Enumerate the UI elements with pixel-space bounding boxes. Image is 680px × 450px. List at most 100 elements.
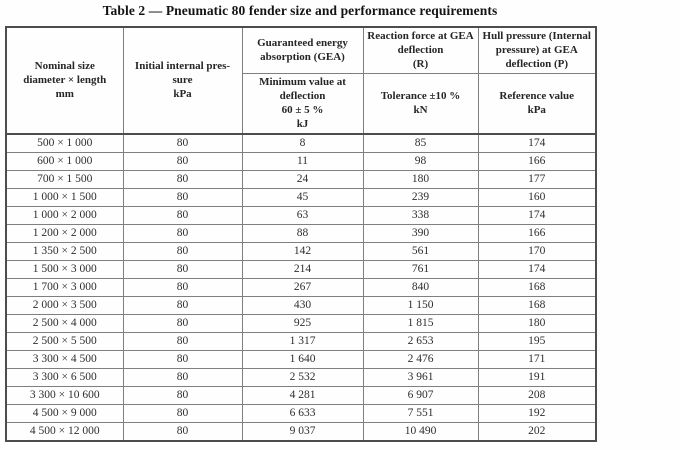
cell-reaction-force: 6 907 (362, 386, 479, 406)
cell-reaction-force: 761 (362, 260, 479, 280)
cell-gea-value: 430 (241, 296, 364, 316)
table-body: 500 × 1 000 80 8 85 174 600 × 1 000 80 1… (5, 133, 597, 442)
cell-nominal-size: 1 350 × 2 500 (5, 242, 124, 262)
cell-reaction-force: 390 (362, 224, 479, 244)
cell-nominal-size: 4 500 × 12 000 (5, 422, 124, 442)
cell-reaction-force: 561 (362, 242, 479, 262)
cell-hull-pressure: 171 (477, 350, 597, 370)
cell-hull-pressure: 174 (477, 133, 597, 154)
table-row: 1 350 × 2 500 80 142 561 170 (5, 242, 597, 262)
cell-reaction-force: 338 (362, 206, 479, 226)
cell-gea-value: 88 (241, 224, 364, 244)
cell-reaction-force: 3 961 (362, 368, 479, 388)
cell-initial-pressure: 80 (122, 170, 243, 190)
cell-nominal-size: 2 500 × 4 000 (5, 314, 124, 334)
cell-nominal-size: 700 × 1 500 (5, 170, 124, 190)
cell-initial-pressure: 80 (122, 260, 243, 280)
cell-reaction-force: 98 (362, 152, 479, 172)
cell-initial-pressure: 80 (122, 242, 243, 262)
cell-reaction-force: 2 653 (362, 332, 479, 352)
cell-nominal-size: 2 000 × 3 500 (5, 296, 124, 316)
header-nominal-size: Nominal size diameter × length mm (5, 26, 124, 135)
cell-gea-value: 11 (241, 152, 364, 172)
cell-initial-pressure: 80 (122, 350, 243, 370)
cell-reaction-force: 1 150 (362, 296, 479, 316)
cell-initial-pressure: 80 (122, 188, 243, 208)
table-row: 3 300 × 4 500 80 1 640 2 476 171 (5, 350, 597, 370)
cell-initial-pressure: 80 (122, 422, 243, 442)
cell-nominal-size: 1 000 × 1 500 (5, 188, 124, 208)
cell-nominal-size: 1 500 × 3 000 (5, 260, 124, 280)
cell-initial-pressure: 80 (122, 278, 243, 298)
cell-gea-value: 9 037 (241, 422, 364, 442)
cell-reaction-force: 1 815 (362, 314, 479, 334)
cell-nominal-size: 4 500 × 9 000 (5, 404, 124, 424)
cell-nominal-size: 600 × 1 000 (5, 152, 124, 172)
cell-hull-pressure: 160 (477, 188, 597, 208)
cell-hull-pressure: 168 (477, 296, 597, 316)
cell-gea-value: 1 317 (241, 332, 364, 352)
cell-gea-value: 2 532 (241, 368, 364, 388)
cell-reaction-force: 180 (362, 170, 479, 190)
cell-initial-pressure: 80 (122, 404, 243, 424)
cell-hull-pressure: 166 (477, 152, 597, 172)
cell-initial-pressure: 80 (122, 296, 243, 316)
cell-gea-value: 24 (241, 170, 364, 190)
cell-initial-pressure: 80 (122, 206, 243, 226)
header-gea: Guaranteed energy absorption (GEA) (241, 26, 364, 75)
cell-hull-pressure: 174 (477, 206, 597, 226)
header-hull-subvalue: Reference value kPa (477, 73, 597, 135)
table-row: 500 × 1 000 80 8 85 174 (5, 133, 597, 154)
header-row-top: Nominal size diameter × length mm Initia… (5, 26, 597, 135)
table-row: 2 000 × 3 500 80 430 1 150 168 (5, 296, 597, 316)
cell-hull-pressure: 168 (477, 278, 597, 298)
cell-nominal-size: 3 300 × 6 500 (5, 368, 124, 388)
header-hull-pressure: Hull pressure (Internal pressure) at GEA… (477, 26, 597, 75)
table-row: 4 500 × 9 000 80 6 633 7 551 192 (5, 404, 597, 424)
cell-hull-pressure: 202 (477, 422, 597, 442)
table-row: 3 300 × 10 600 80 4 281 6 907 208 (5, 386, 597, 406)
cell-hull-pressure: 170 (477, 242, 597, 262)
cell-reaction-force: 840 (362, 278, 479, 298)
cell-nominal-size: 1 000 × 2 000 (5, 206, 124, 226)
table-row: 600 × 1 000 80 11 98 166 (5, 152, 597, 172)
table-row: 4 500 × 12 000 80 9 037 10 490 202 (5, 422, 597, 442)
cell-initial-pressure: 80 (122, 133, 243, 154)
cell-nominal-size: 3 300 × 4 500 (5, 350, 124, 370)
table-row: 1 000 × 1 500 80 45 239 160 (5, 188, 597, 208)
header-reaction-force: Reaction force at GEA deflection (R) (362, 26, 479, 75)
cell-hull-pressure: 166 (477, 224, 597, 244)
cell-hull-pressure: 191 (477, 368, 597, 388)
table-header: Nominal size diameter × length mm Initia… (5, 26, 597, 135)
cell-hull-pressure: 192 (477, 404, 597, 424)
cell-initial-pressure: 80 (122, 332, 243, 352)
header-gea-subvalue: Minimum value at deflection 60 ± 5 % kJ (241, 73, 364, 135)
cell-nominal-size: 2 500 × 5 500 (5, 332, 124, 352)
cell-gea-value: 267 (241, 278, 364, 298)
cell-reaction-force: 85 (362, 133, 479, 154)
cell-nominal-size: 500 × 1 000 (5, 133, 124, 154)
header-row-sub: Minimum value at deflection 60 ± 5 % kJ … (6, 73, 597, 135)
cell-nominal-size: 1 200 × 2 000 (5, 224, 124, 244)
cell-gea-value: 1 640 (241, 350, 364, 370)
table-title: Table 2 — Pneumatic 80 fender size and p… (102, 3, 498, 18)
cell-gea-value: 6 633 (241, 404, 364, 424)
cell-hull-pressure: 174 (477, 260, 597, 280)
table-row: 1 200 × 2 000 80 88 390 166 (5, 224, 597, 244)
table-row: 2 500 × 4 000 80 925 1 815 180 (5, 314, 597, 334)
cell-initial-pressure: 80 (122, 224, 243, 244)
cell-initial-pressure: 80 (122, 368, 243, 388)
cell-initial-pressure: 80 (122, 152, 243, 172)
table-row: 700 × 1 500 80 24 180 177 (5, 170, 597, 190)
table-row: 2 500 × 5 500 80 1 317 2 653 195 (5, 332, 597, 352)
cell-hull-pressure: 195 (477, 332, 597, 352)
cell-gea-value: 142 (241, 242, 364, 262)
header-reaction-subvalue: Tolerance ±10 % kN (362, 73, 479, 135)
cell-gea-value: 4 281 (241, 386, 364, 406)
table-row: 1 000 × 2 000 80 63 338 174 (5, 206, 597, 226)
cell-gea-value: 925 (241, 314, 364, 334)
cell-reaction-force: 239 (362, 188, 479, 208)
cell-gea-value: 8 (241, 133, 364, 154)
cell-gea-value: 45 (241, 188, 364, 208)
fender-requirements-table: Nominal size diameter × length mm Initia… (5, 26, 597, 443)
